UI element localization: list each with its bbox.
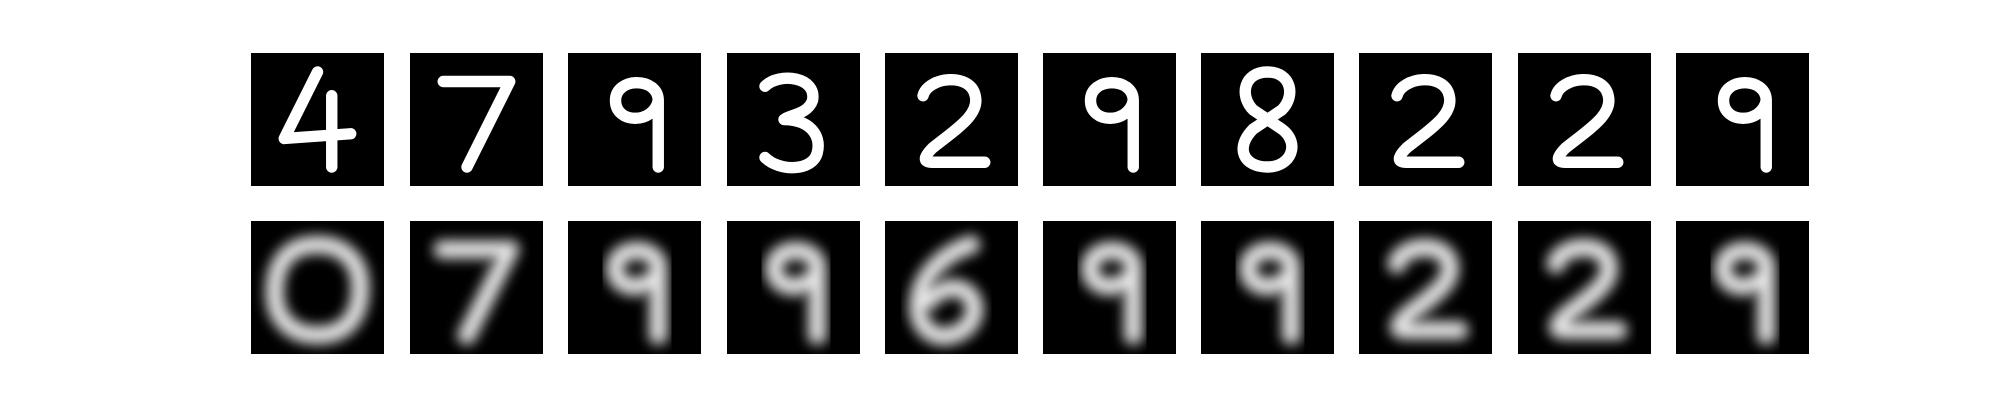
original-digit-image xyxy=(727,53,860,186)
digit-2-drawing xyxy=(917,74,991,168)
reconstructed-digit-image xyxy=(1359,221,1492,354)
reconstructed-digit-image xyxy=(251,221,384,354)
digit-9-drawing xyxy=(1235,237,1305,349)
original-digit-image xyxy=(251,53,384,186)
reconstructed-digit-image xyxy=(1043,221,1176,354)
digit-7-drawing xyxy=(430,236,523,349)
reconstructed-digit-image xyxy=(1676,221,1809,354)
original-digit-image xyxy=(568,53,701,186)
digit-2-drawing xyxy=(1542,234,1631,344)
reconstructed-digit-image xyxy=(568,221,701,354)
reconstructed-digit-image xyxy=(1201,221,1334,354)
digit-7-drawing xyxy=(437,75,516,173)
digit-9-drawing xyxy=(761,237,831,349)
original-digit-image xyxy=(410,53,543,186)
original-digit-image xyxy=(1201,53,1334,186)
digit-9-drawing xyxy=(1710,237,1780,349)
original-digit-image xyxy=(1676,53,1809,186)
digit-0-drawing xyxy=(261,231,374,349)
original-digit-image xyxy=(1359,53,1492,186)
reconstructed-digit-image xyxy=(885,221,1018,354)
digit-9-drawing xyxy=(609,77,664,173)
original-digit-image xyxy=(1518,53,1651,186)
digit-9-drawing xyxy=(1717,77,1772,173)
digit-3-drawing xyxy=(759,72,824,174)
original-digit-image xyxy=(1043,53,1176,186)
digit-2-drawing xyxy=(1391,74,1465,168)
digit-2-drawing xyxy=(1383,234,1472,344)
reconstructed-digit-image xyxy=(410,221,543,354)
original-digit-image xyxy=(885,53,1018,186)
digit-9-drawing xyxy=(1077,237,1147,349)
digit-8-drawing xyxy=(1237,66,1298,173)
digit-2-drawing xyxy=(1550,74,1624,168)
reconstructed-digit-image xyxy=(727,221,860,354)
digit-9-drawing xyxy=(602,237,672,349)
digit-9-drawing xyxy=(1084,77,1139,173)
digit-4-drawing xyxy=(278,66,357,173)
reconstructed-digit-image xyxy=(1518,221,1651,354)
digit-6-drawing xyxy=(905,231,988,350)
